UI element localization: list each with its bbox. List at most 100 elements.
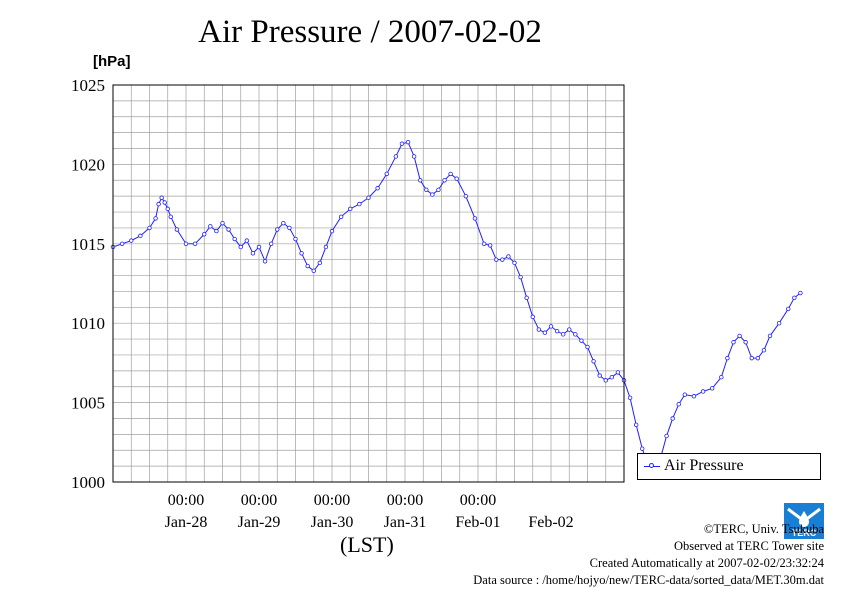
data-point [710,386,715,391]
data-point [338,214,344,220]
x-tick-time-label: 00:00 [314,492,350,509]
data-point [603,378,608,383]
chart-title: Air Pressure / 2007-02-02 [198,14,542,50]
air-pressure-series [110,139,803,470]
data-point [609,374,615,380]
data-point [560,332,566,337]
data-point [481,241,487,246]
data-point [792,295,797,300]
data-point [418,178,423,183]
data-point [436,187,441,193]
data-point [293,236,298,242]
x-tick-time-label: 00:00 [460,492,496,509]
logo-text: TERC [792,528,817,538]
data-point [262,259,268,264]
x-tick-date-label: Feb-01 [455,514,500,531]
data-point [676,401,681,407]
data-point [256,244,262,250]
data-point [454,176,459,181]
x-tick-time-label: 00:00 [241,492,277,509]
data-point [238,244,243,250]
terc-logo: TERC [784,503,824,539]
data-point [615,370,621,375]
y-tick-label: 1015 [71,235,105,254]
data-point [348,206,353,212]
data-point [214,228,219,234]
data-point [786,306,791,312]
data-point [323,244,329,250]
data-point [627,395,633,401]
data-point [317,260,323,266]
data-point [633,422,639,428]
data-point [554,328,560,334]
data-point [448,171,453,177]
x-axis-label: (LST) [340,532,394,557]
data-point [357,201,362,207]
data-point [731,340,736,345]
data-point [119,241,125,246]
data-point [755,355,761,361]
data-point [162,200,167,205]
data-point [767,333,773,339]
x-axis-ticks: 00:00 00:00 00:00 00:00 00:00 Jan-28 Jan-29 Jan… [165,492,574,531]
data-point [329,228,335,234]
data-point [579,338,584,343]
data-point [719,374,724,380]
data-point [512,260,517,266]
data-point [737,333,742,339]
data-point [430,192,435,197]
data-point [202,232,207,237]
data-point [664,433,669,439]
data-point [168,214,173,220]
data-point [530,314,535,320]
data-point [494,257,499,262]
data-point [183,241,189,246]
y-tick-label: 1010 [71,314,105,333]
data-point [232,236,237,242]
footer-source: Data source : /home/hojyo/new/TERC-data/… [473,573,824,587]
footer-observed: Observed at TERC Tower site [673,539,824,553]
data-point [375,186,380,191]
data-point [244,238,250,243]
data-point [463,193,469,199]
data-point [208,224,213,229]
data-point [567,327,572,332]
y-axis-unit-label: [hPa] [93,53,131,70]
data-point [384,171,389,177]
footer-created: Created Automatically at 2007-02-02/23:3… [589,556,824,570]
data-point [542,330,548,335]
y-tick-label: 1025 [71,76,105,95]
data-point [305,263,310,269]
data-point [138,233,143,239]
data-point [165,206,170,212]
data-point [725,355,730,361]
legend-swatch-icon [644,463,660,468]
data-point [524,295,529,300]
legend-label: Air Pressure [664,457,744,474]
data-point [226,227,231,232]
y-tick-label: 1000 [71,473,105,492]
data-point [268,241,274,246]
data-point [281,220,286,226]
data-point [472,216,478,221]
data-point [424,187,429,193]
data-point [776,321,782,326]
data-point [670,416,675,421]
data-point [366,195,371,200]
data-point [220,220,225,226]
data-point [156,201,161,207]
x-tick-date-label: Feb-02 [528,514,573,531]
series-line [112,141,801,469]
data-point [159,195,164,200]
data-point [393,154,399,159]
data-point [691,394,697,399]
chart-grid [113,84,624,483]
data-point [548,324,554,329]
data-point [743,340,748,345]
data-point [506,254,511,259]
data-point [399,141,405,146]
data-point [573,332,578,337]
y-tick-label: 1005 [71,394,105,413]
data-point [129,238,134,243]
